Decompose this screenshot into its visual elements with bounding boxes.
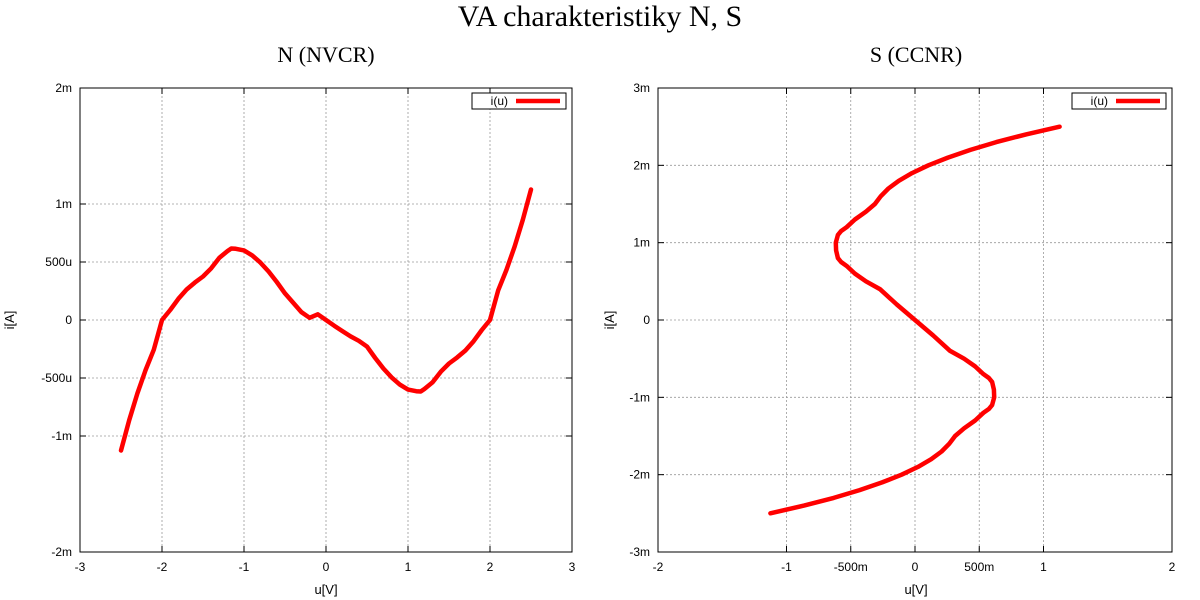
x-tick-label: 2 — [487, 560, 494, 574]
chart-title: N (NVCR) — [277, 42, 374, 67]
y-tick-label: -2m — [51, 545, 72, 559]
y-tick-label: 500u — [45, 255, 72, 269]
figure-title: VA charakteristiky N, S — [458, 0, 742, 33]
y-tick-label: -500u — [41, 371, 72, 385]
chart-title: S (CCNR) — [870, 42, 962, 67]
y-axis-label: i[A] — [2, 311, 17, 330]
x-axis-label: u[V] — [314, 582, 337, 597]
y-tick-label: 3m — [633, 81, 650, 95]
y-tick-label: -3m — [629, 545, 650, 559]
series-line-iu — [118, 187, 534, 453]
plot-frame — [657, 87, 1173, 553]
x-tick-label: -500m — [834, 560, 868, 574]
legend-label: i(u) — [491, 94, 508, 108]
chart-panel-ccnr: S (CCNR) u[V] i[A] -2 -1 -500m 0 500m 1 2 -3m -2… — [602, 42, 1176, 597]
series-line-iu — [768, 124, 1062, 516]
x-tick-label: 1 — [1040, 560, 1047, 574]
legend: i(u) — [471, 92, 567, 110]
y-tick-label: -1m — [629, 390, 650, 404]
y-axis-label: i[A] — [602, 311, 617, 330]
legend-label: i(u) — [1091, 94, 1108, 108]
x-tick-label: 0 — [912, 560, 919, 574]
x-tick-label: 2 — [1169, 560, 1176, 574]
x-tick-label: 0 — [323, 560, 330, 574]
legend: i(u) — [1071, 92, 1167, 110]
x-tick-label: -2 — [157, 560, 168, 574]
x-tick-label: -1 — [239, 560, 250, 574]
y-tick-label: 1m — [633, 236, 650, 250]
y-tick-label: 0 — [65, 313, 72, 327]
y-tick-label: -1m — [51, 429, 72, 443]
y-tick-label: 2m — [633, 158, 650, 172]
x-tick-label: 1 — [405, 560, 412, 574]
x-tick-label: 3 — [569, 560, 576, 574]
plot-frame — [79, 87, 573, 553]
y-tick-label: 1m — [55, 197, 72, 211]
y-tick-label: 0 — [643, 313, 650, 327]
y-tick-label: 2m — [55, 81, 72, 95]
x-tick-label: -2 — [653, 560, 664, 574]
x-tick-label: -1 — [781, 560, 792, 574]
chart-panel-nvcr: N (NVCR) u[V] i[A] -3 -2 -1 0 1 2 3 -2m -1m -500u… — [2, 42, 576, 597]
x-axis-label: u[V] — [904, 582, 927, 597]
x-tick-label: 500m — [964, 560, 994, 574]
x-tick-label: -3 — [75, 560, 86, 574]
y-tick-label: -2m — [629, 468, 650, 482]
